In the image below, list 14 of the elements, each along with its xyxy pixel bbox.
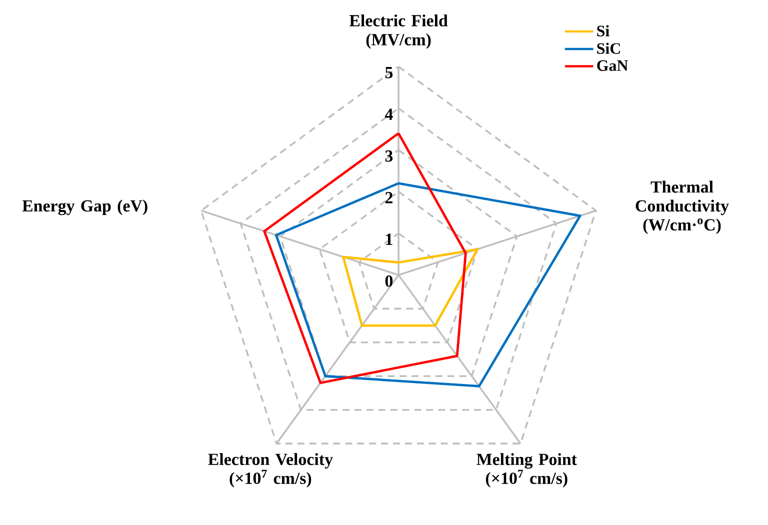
y-tick-label: 5 [385, 67, 393, 78]
legend-label: Si [597, 25, 610, 36]
y-tick-label: 1 [386, 234, 392, 245]
y-tick-label: 3 [385, 150, 393, 162]
spoke-label: Thermal Conductivity (W/cm·$^{o}$C) [636, 180, 729, 234]
legend-label: SiC [597, 42, 620, 54]
spoke-label: Electric Field (MV/cm) [349, 14, 448, 49]
legend-label: GaN [597, 60, 628, 71]
spoke-label: Melting Point (×10$^{7}$ cm/s) [476, 453, 577, 488]
y-tick-label: 4 [384, 108, 393, 120]
y-tick-label: 2 [385, 192, 392, 204]
spoke-label: Energy Gap (eV) [22, 200, 148, 216]
spoke-label: Electron Velocity (×10$^{7}$ cm/s) [208, 453, 333, 488]
y-tick-label: 0 [385, 275, 393, 287]
